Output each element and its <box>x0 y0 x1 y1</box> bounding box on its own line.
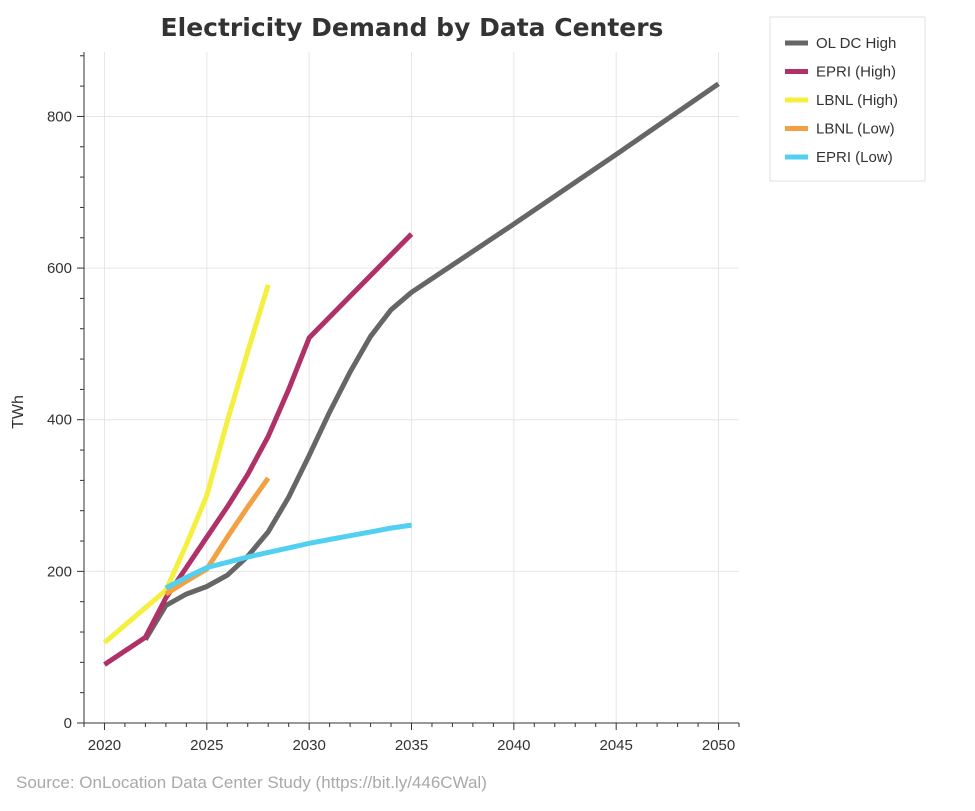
series-line-epri-low <box>164 522 412 591</box>
legend-label-epri-high: EPRI (High) <box>816 64 896 81</box>
x-tick-label: 2035 <box>395 737 428 754</box>
x-tick-label: 2020 <box>88 737 121 754</box>
y-tick-label: 0 <box>64 715 72 732</box>
series-line-ol-dc-high <box>143 81 720 641</box>
chart-title: Electricity Demand by Data Centers <box>161 13 664 42</box>
y-tick-label: 800 <box>47 108 72 125</box>
y-tick-label: 600 <box>47 260 72 277</box>
y-axis-label: TWh <box>10 395 27 429</box>
x-tick-label: 2040 <box>497 737 530 754</box>
legend-label-lbnl-low: LBNL (Low) <box>816 121 895 138</box>
legend-label-lbnl-high: LBNL (High) <box>816 92 898 109</box>
x-tick-label: 2045 <box>600 737 633 754</box>
grid <box>84 52 739 724</box>
series-line-epri-high <box>103 232 414 667</box>
y-tick-label: 400 <box>47 412 72 429</box>
axes: 2020 2025 2030 2035 2040 2045 2050 0 200 400 600 80… <box>47 52 740 754</box>
series-group <box>102 81 720 667</box>
x-tick-label: 2025 <box>190 737 223 754</box>
x-tick-label: 2030 <box>292 737 325 754</box>
series-line-lbnl-low <box>164 476 271 597</box>
chart: Electricity Demand by Data Centers 2020 2… <box>10 13 926 754</box>
legend: OL DC High EPRI (High) LBNL (High) LBNL (Lo… <box>769 16 926 182</box>
y-tick-label: 200 <box>47 563 72 580</box>
series-line-lbnl-high <box>102 284 271 645</box>
legend-label-ol-dc-high: OL DC High <box>816 35 896 52</box>
x-tick-label: 2050 <box>702 737 735 754</box>
legend-label-epri-low: EPRI (Low) <box>816 149 893 166</box>
source-note: Source: OnLocation Data Center Study (ht… <box>16 773 487 792</box>
